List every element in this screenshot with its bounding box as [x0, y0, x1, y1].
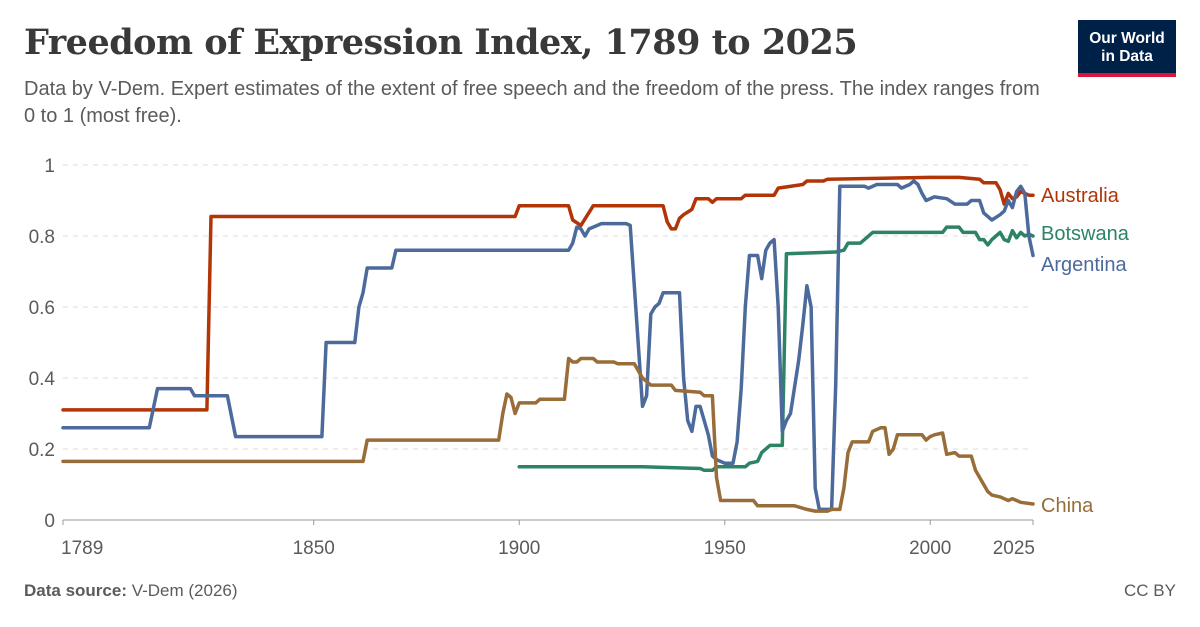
series-label-australia[interactable]: Australia [1041, 185, 1120, 207]
chart-subtitle: Data by V-Dem. Expert estimates of the e… [24, 78, 1040, 127]
gridlines [63, 164, 1033, 450]
series-lines [61, 175, 1035, 513]
x-tick-label: 2025 [993, 538, 1035, 559]
chart-title: Freedom of Expression Index, 1789 to 202… [24, 22, 858, 63]
series-label-argentina[interactable]: Argentina [1041, 254, 1127, 276]
x-tick-label: 1850 [293, 538, 335, 559]
series-labels: Australia Botswana Argentina China [1041, 185, 1130, 517]
series-line-china[interactable] [61, 356, 1035, 513]
series-line-argentina[interactable] [61, 179, 1035, 512]
y-tick-label: 1 [44, 156, 55, 177]
x-tick-label: 1950 [704, 538, 746, 559]
y-tick-label: 0.8 [29, 227, 55, 248]
license-link[interactable]: CC BY [1124, 581, 1176, 600]
series-line-australia[interactable] [61, 175, 1035, 412]
series-label-china[interactable]: China [1041, 495, 1094, 517]
y-tick-label: 0.6 [29, 298, 55, 319]
y-tick-label: 0.2 [29, 440, 55, 461]
logo-line-2: in Data [1101, 48, 1153, 65]
x-axis: 1789 1850 1900 1950 2000 2025 [61, 519, 1035, 559]
x-tick-label: 1900 [498, 538, 540, 559]
data-source: Data source: V-Dem (2026) [24, 581, 238, 601]
source-label: Data source: [24, 581, 127, 600]
x-tick-label: 2000 [909, 538, 951, 559]
y-axis-ticks: 0 0.2 0.4 0.6 0.8 1 [29, 156, 56, 532]
owid-logo[interactable]: Our World in Data [1078, 20, 1176, 77]
logo-line-1: Our World [1089, 30, 1165, 47]
series-label-botswana[interactable]: Botswana [1041, 223, 1130, 245]
x-tick-label: 1789 [61, 538, 103, 559]
y-tick-label: 0 [44, 511, 55, 532]
series-line-botswana[interactable] [517, 225, 1035, 473]
source-link[interactable]: V-Dem (2026) [131, 581, 238, 600]
y-tick-label: 0.4 [29, 369, 56, 390]
